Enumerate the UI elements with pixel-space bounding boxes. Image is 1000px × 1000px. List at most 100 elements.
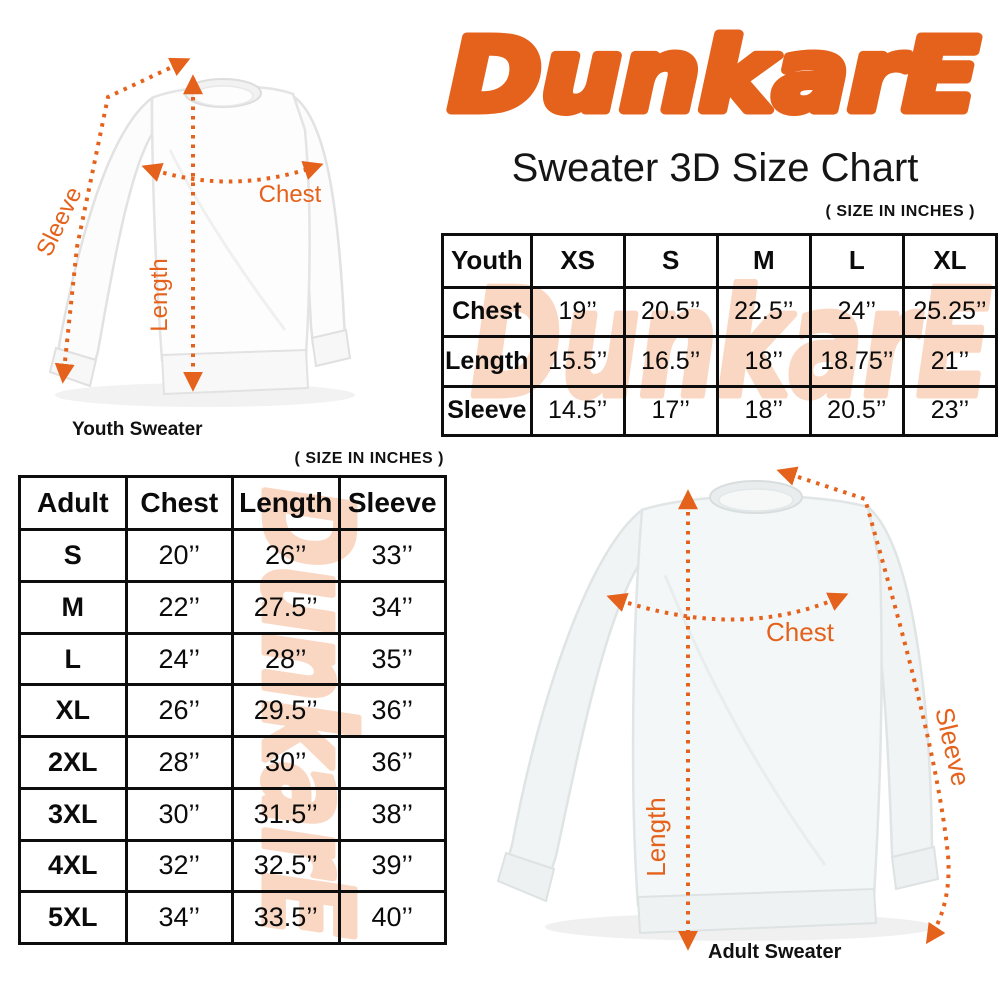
adult-sweater-diagram: Chest Length Sleeve <box>496 466 976 951</box>
size-value-cell: 30’’ <box>231 735 341 790</box>
column-header: Length <box>231 474 341 532</box>
size-value-cell: 35’’ <box>337 631 447 687</box>
adult-sweater-caption: Adult Sweater <box>708 941 842 963</box>
size-value-cell: 21’’ <box>901 335 999 388</box>
size-row-label: Sleeve <box>441 384 533 437</box>
length-label: Length <box>146 258 173 331</box>
sleeve-measure-line <box>54 57 191 384</box>
table-row: XL 26’’ 29.5’’ 36’’ <box>18 683 447 739</box>
size-row-label: 3XL <box>18 786 128 842</box>
column-header: Adult <box>18 474 128 532</box>
size-value-cell: 31.5’’ <box>231 786 341 842</box>
column-header: L <box>808 233 905 289</box>
table-row: 5XL 34’’ 33.5’’ 40’’ <box>18 890 447 945</box>
size-note-adult: ( SIZE IN INCHES ) <box>294 450 444 467</box>
left-cuff <box>496 851 556 903</box>
size-value-cell: 19’’ <box>529 285 626 339</box>
table-row: 3XL 30’’ 31.5’’ 38’’ <box>18 786 447 842</box>
size-value-cell: 20.5’’ <box>808 384 905 437</box>
size-value-cell: 29.5’’ <box>231 683 341 739</box>
youth-sweater-caption: Youth Sweater <box>72 419 203 440</box>
size-value-cell: 22’’ <box>124 579 234 635</box>
hem-band <box>160 348 310 396</box>
length-label: Length <box>641 797 671 877</box>
size-value-cell: 18’’ <box>715 335 812 388</box>
size-value-cell: 32.5’’ <box>231 838 341 894</box>
size-value-cell: 32’’ <box>124 838 234 894</box>
size-value-cell: 34’’ <box>337 579 447 635</box>
size-value-cell: 26’’ <box>231 528 341 583</box>
size-value-cell: 33.5’’ <box>231 890 341 945</box>
youth-sweater-illustration <box>48 78 355 407</box>
left-sleeve <box>56 95 154 368</box>
size-value-cell: 30’’ <box>124 786 234 842</box>
youth-size-table: DunkarE Youth XS S M L XL Chest 19’’ 20.5’’ 22.5’… <box>441 233 999 437</box>
size-row-label: Length <box>441 335 533 388</box>
table-row: 4XL 32’’ 32.5’’ 39’’ <box>18 838 447 894</box>
size-value-cell: 22.5’’ <box>715 285 812 339</box>
size-value-cell: 23’’ <box>901 384 999 437</box>
size-value-cell: 36’’ <box>337 683 447 739</box>
sleeve-label: Sleeve <box>929 705 976 789</box>
size-value-cell: 16.5’’ <box>622 335 719 388</box>
size-value-cell: 34’’ <box>124 890 234 945</box>
youth-sweater-diagram: Sleeve Length Chest <box>31 57 355 407</box>
size-value-cell: 15.5’’ <box>529 335 626 388</box>
size-row-label: 4XL <box>18 838 128 894</box>
table-header-row: Adult Chest Length Sleeve <box>18 474 447 532</box>
size-value-cell: 36’’ <box>337 735 447 790</box>
collar-inner <box>192 85 254 107</box>
size-value-cell: 18’’ <box>715 384 812 437</box>
column-header: XS <box>529 233 626 289</box>
size-row-label: 5XL <box>18 890 128 945</box>
size-value-cell: 24’’ <box>124 631 234 687</box>
sweater-body <box>150 84 311 362</box>
size-value-cell: 40’’ <box>337 890 447 945</box>
brand-logo: DunkarE <box>445 13 984 139</box>
chest-label: Chest <box>766 617 835 647</box>
size-value-cell: 26’’ <box>124 683 234 739</box>
size-row-label: L <box>18 631 128 687</box>
size-row-label: Chest <box>441 285 533 339</box>
table-row: S 20’’ 26’’ 33’’ <box>18 528 447 583</box>
left-sleeve <box>506 507 644 877</box>
size-value-cell: 24’’ <box>808 285 905 339</box>
table-header-row: Youth XS S M L XL <box>441 233 999 289</box>
collar-inner <box>718 488 794 512</box>
column-header: Youth <box>441 233 533 289</box>
size-value-cell: 17’’ <box>622 384 719 437</box>
page-title: Sweater 3D Size Chart <box>511 146 919 190</box>
size-value-cell: 28’’ <box>124 735 234 790</box>
size-note-youth: ( SIZE IN INCHES ) <box>825 203 975 220</box>
size-value-cell: 28’’ <box>231 631 341 687</box>
table-row: Chest 19’’ 20.5’’ 22.5’’ 24’’ 25.25’’ <box>441 285 999 339</box>
size-row-label: XL <box>18 683 128 739</box>
size-value-cell: 25.25’’ <box>901 285 999 339</box>
table-row: Length 15.5’’ 16.5’’ 18’’ 18.75’’ 21’’ <box>441 335 999 388</box>
size-value-cell: 39’’ <box>337 838 447 894</box>
size-value-cell: 18.75’’ <box>808 335 905 388</box>
sleeve-measure-line <box>776 466 951 945</box>
column-header: Sleeve <box>337 474 447 532</box>
size-value-cell: 33’’ <box>337 528 447 583</box>
size-row-label: S <box>18 528 128 583</box>
table-row: Sleeve 14.5’’ 17’’ 18’’ 20.5’’ 23’’ <box>441 384 999 437</box>
chest-label: Chest <box>259 181 322 208</box>
adult-size-table: DunkarE Adult Chest Length Sleeve S 20’’ 26’’ 3… <box>18 474 447 945</box>
size-value-cell: 20’’ <box>124 528 234 583</box>
column-header: XL <box>901 233 999 289</box>
column-header: M <box>715 233 812 289</box>
right-cuff <box>310 328 352 368</box>
adult-sweater-illustration <box>496 480 940 941</box>
size-row-label: M <box>18 579 128 635</box>
table-row: L 24’’ 28’’ 35’’ <box>18 631 447 687</box>
size-row-label: 2XL <box>18 735 128 790</box>
size-value-cell: 38’’ <box>337 786 447 842</box>
column-header: Chest <box>124 474 234 532</box>
table-row: 2XL 28’’ 30’’ 36’’ <box>18 735 447 790</box>
size-value-cell: 14.5’’ <box>529 384 626 437</box>
brand-logo-text: DunkarE <box>449 17 979 134</box>
size-value-cell: 27.5’’ <box>231 579 341 635</box>
size-value-cell: 20.5’’ <box>622 285 719 339</box>
chest-measure-line <box>141 161 324 184</box>
